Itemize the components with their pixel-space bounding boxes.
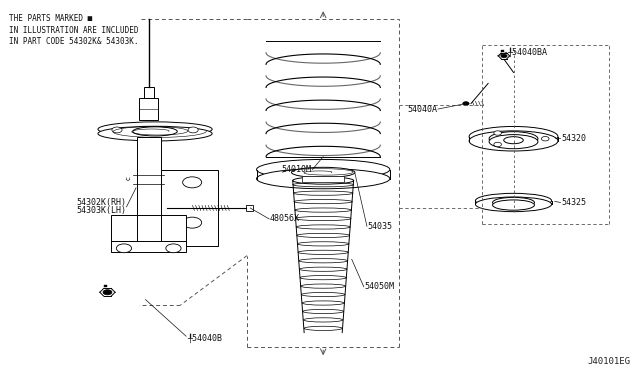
Bar (111, 215, 137, 241)
Text: 54050M: 54050M (364, 282, 394, 291)
Bar (501, 50, 504, 51)
Ellipse shape (133, 127, 177, 136)
Ellipse shape (476, 193, 552, 208)
Circle shape (182, 177, 202, 188)
Ellipse shape (98, 122, 212, 137)
Circle shape (182, 217, 202, 228)
Ellipse shape (292, 183, 354, 187)
Circle shape (166, 244, 181, 253)
Bar (143, 87, 154, 98)
Ellipse shape (469, 131, 558, 151)
Text: 54302K(RH): 54302K(RH) (77, 198, 127, 207)
Bar (161, 215, 186, 241)
Ellipse shape (294, 199, 352, 204)
Ellipse shape (303, 310, 344, 314)
Circle shape (188, 127, 198, 133)
Ellipse shape (493, 198, 534, 208)
Circle shape (116, 244, 132, 253)
Text: 54320: 54320 (561, 134, 586, 143)
Ellipse shape (301, 284, 346, 288)
Ellipse shape (298, 242, 349, 246)
Ellipse shape (476, 197, 552, 212)
Circle shape (494, 142, 502, 147)
Circle shape (501, 54, 507, 58)
Text: J40101EG: J40101EG (588, 356, 631, 366)
Text: 48056X: 48056X (269, 215, 300, 224)
Bar (111, 241, 186, 252)
Circle shape (112, 127, 122, 133)
Bar (139, 98, 158, 120)
Ellipse shape (257, 169, 390, 189)
Circle shape (463, 102, 469, 105)
Ellipse shape (300, 276, 346, 280)
Ellipse shape (295, 208, 351, 212)
Ellipse shape (293, 191, 353, 195)
Text: 54035: 54035 (367, 222, 392, 231)
Ellipse shape (300, 267, 347, 271)
Ellipse shape (302, 301, 344, 305)
Ellipse shape (296, 217, 351, 221)
Circle shape (494, 131, 502, 135)
Text: ╀54040BA: ╀54040BA (507, 48, 547, 57)
Ellipse shape (301, 292, 345, 297)
Ellipse shape (299, 259, 348, 263)
Text: ╀54040B: ╀54040B (187, 333, 222, 343)
Ellipse shape (291, 167, 355, 177)
Ellipse shape (304, 326, 342, 330)
Ellipse shape (489, 135, 538, 149)
Ellipse shape (297, 233, 349, 238)
Ellipse shape (98, 126, 212, 141)
Bar (161, 170, 218, 247)
Ellipse shape (469, 126, 558, 147)
Ellipse shape (298, 250, 348, 254)
Text: 54303K(LH): 54303K(LH) (77, 206, 127, 215)
Bar (302, 176, 344, 182)
Circle shape (541, 137, 549, 141)
Circle shape (103, 290, 112, 295)
Bar (104, 285, 108, 287)
Ellipse shape (493, 200, 534, 210)
Ellipse shape (504, 137, 524, 144)
Ellipse shape (489, 132, 538, 146)
Text: THE PARTS MARKED ■
IN ILLUSTRATION ARE INCLUDED
IN PART CODE 54302K& 54303K.: THE PARTS MARKED ■ IN ILLUSTRATION ARE I… (9, 14, 139, 46)
Ellipse shape (296, 225, 350, 229)
Ellipse shape (292, 177, 354, 184)
Bar (137, 137, 161, 215)
Text: c: c (126, 177, 132, 180)
Text: 54010M: 54010M (282, 165, 312, 174)
Text: 54040A: 54040A (408, 105, 437, 113)
Ellipse shape (303, 318, 343, 322)
Ellipse shape (257, 160, 390, 180)
Text: 54325: 54325 (561, 198, 586, 207)
Bar (246, 205, 253, 211)
